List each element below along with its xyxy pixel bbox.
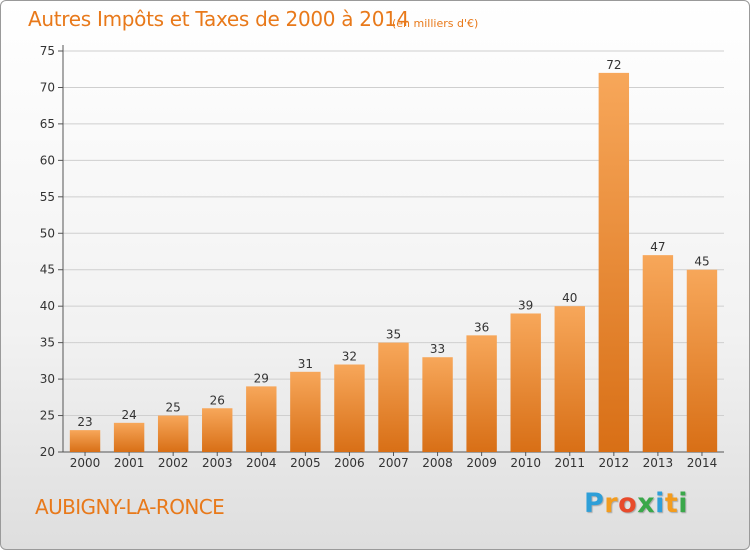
data-label-2002: 25 — [166, 401, 181, 415]
y-tick-label: 55 — [40, 190, 55, 204]
bar-2014 — [686, 269, 718, 452]
x-tick-label: 2007 — [378, 456, 409, 470]
y-tick-label: 45 — [40, 263, 55, 277]
y-tick-label: 50 — [40, 226, 55, 240]
commune-name: AUBIGNY-LA-RONCE — [35, 495, 225, 519]
bar-2005 — [290, 371, 321, 452]
x-tick-label: 2009 — [466, 456, 497, 470]
bar-2010 — [510, 313, 541, 452]
bar-2001 — [113, 422, 145, 452]
y-tick-label: 20 — [40, 445, 55, 459]
data-label-2006: 32 — [342, 350, 357, 364]
y-tick-label: 75 — [40, 44, 55, 58]
x-tick-label: 2012 — [599, 456, 630, 470]
logo-letter: o — [618, 488, 638, 519]
x-tick-label: 2002 — [158, 456, 189, 470]
proxiti-logo[interactable]: Proxiti — [584, 488, 688, 519]
x-tick-label: 2014 — [687, 456, 718, 470]
y-tick-label: 35 — [40, 336, 55, 350]
logo-letter: r — [604, 488, 619, 519]
labels: 20 25 30 35 40 45 50 55 60 65 70 75 23 2000 24 2001 25 20… — [40, 44, 718, 470]
chart-subtitle: (en milliers d'€) — [392, 17, 479, 30]
y-tick-label: 65 — [40, 117, 55, 131]
logo-letter: P — [584, 488, 605, 519]
data-label-2014: 45 — [694, 255, 709, 269]
data-label-2004: 29 — [254, 371, 269, 385]
y-tick-label: 30 — [40, 372, 55, 386]
data-label-2012: 72 — [606, 58, 621, 72]
data-label-2001: 24 — [121, 408, 136, 422]
x-tick-label: 2000 — [70, 456, 101, 470]
data-label-2010: 39 — [518, 298, 533, 312]
data-label-2013: 47 — [650, 240, 665, 254]
x-tick-label: 2013 — [643, 456, 674, 470]
data-label-2000: 23 — [77, 415, 92, 429]
chart-title: Autres Impôts et Taxes de 2000 à 2014 — [28, 7, 409, 31]
bars — [69, 72, 718, 452]
x-tick-label: 2001 — [114, 456, 145, 470]
x-tick-label: 2003 — [202, 456, 233, 470]
bar-2011 — [554, 306, 585, 452]
bar-2004 — [246, 386, 277, 452]
bar-2007 — [378, 342, 409, 452]
logo-letter: i — [678, 488, 689, 519]
bar-2012 — [598, 72, 630, 452]
data-label-2011: 40 — [562, 291, 577, 305]
y-tick-label: 40 — [40, 299, 55, 313]
data-label-2008: 33 — [430, 342, 445, 356]
data-label-2007: 35 — [386, 328, 401, 342]
logo-letter: x — [637, 488, 656, 519]
bar-2009 — [466, 335, 497, 452]
bar-2008 — [422, 357, 453, 452]
y-tick-label: 70 — [40, 80, 55, 94]
x-tick-label: 2008 — [422, 456, 453, 470]
bar-2006 — [334, 364, 365, 452]
data-label-2005: 31 — [298, 357, 313, 371]
y-tick-label: 25 — [40, 409, 55, 423]
logo-letter: t — [664, 488, 679, 519]
bar-2002 — [157, 415, 189, 452]
data-label-2009: 36 — [474, 320, 489, 334]
x-tick-label: 2011 — [554, 456, 585, 470]
bar-2000 — [69, 430, 101, 452]
data-label-2003: 26 — [210, 393, 225, 407]
x-tick-label: 2004 — [246, 456, 277, 470]
bar-2013 — [642, 255, 674, 452]
x-tick-label: 2005 — [290, 456, 321, 470]
bar-2003 — [202, 408, 233, 452]
y-tick-label: 60 — [40, 153, 55, 167]
logo-letter: i — [655, 488, 665, 519]
x-tick-label: 2010 — [510, 456, 541, 470]
x-tick-label: 2006 — [334, 456, 365, 470]
